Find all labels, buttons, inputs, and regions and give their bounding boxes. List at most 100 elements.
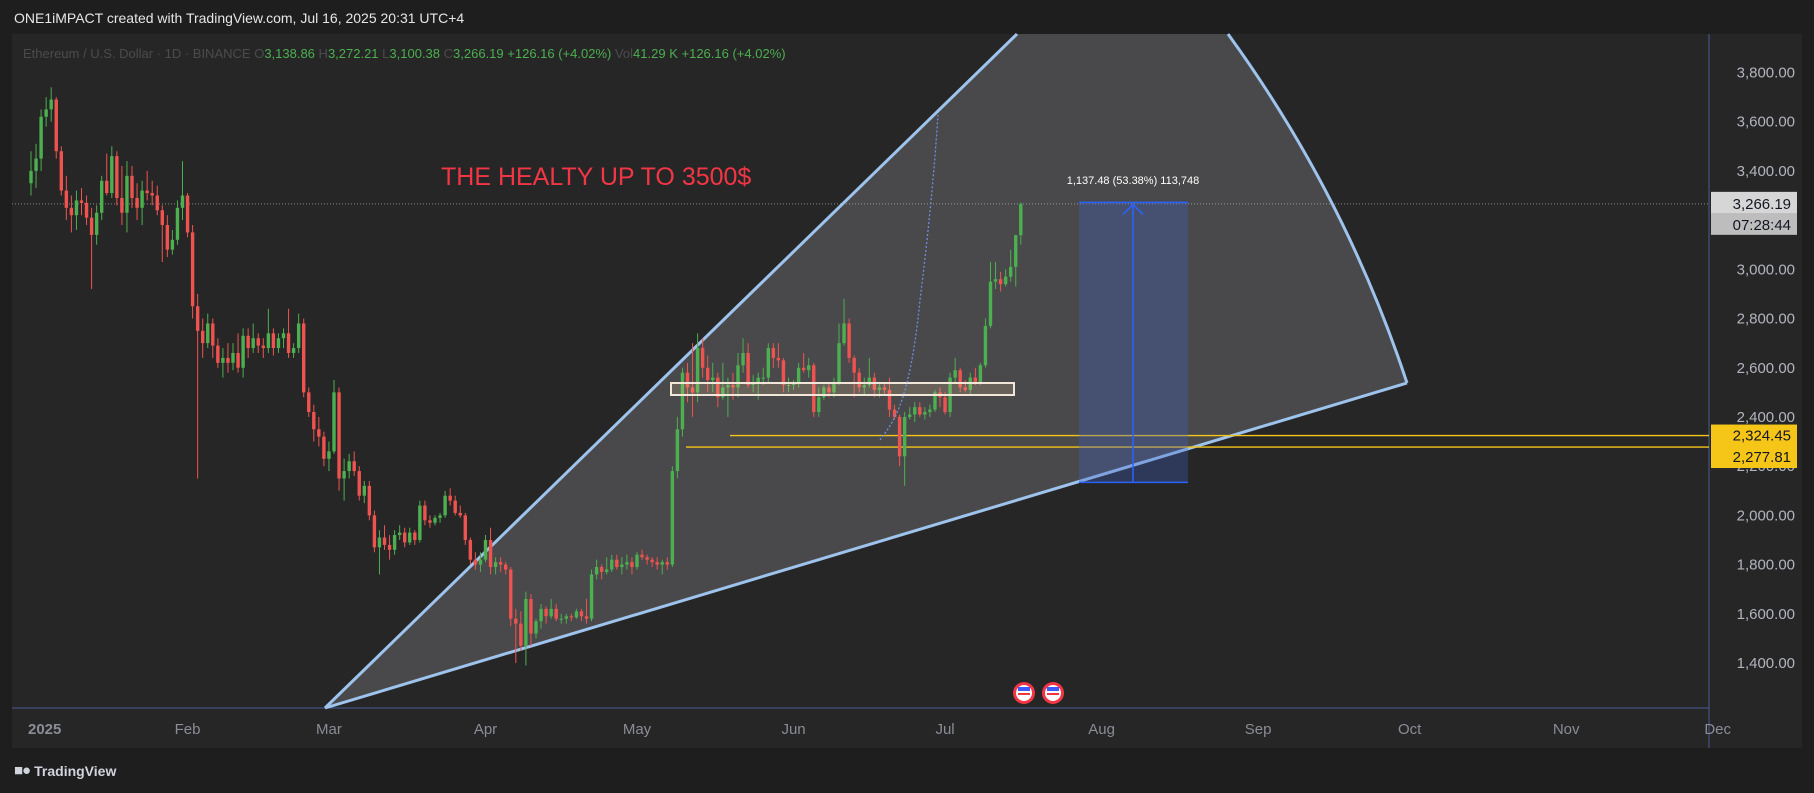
candle-body (342, 471, 346, 479)
price-tick-label: 2,600.00 (1737, 360, 1795, 377)
economic-events[interactable] (1013, 682, 1064, 704)
candle (428, 515, 432, 528)
candle-body (801, 367, 806, 371)
candle (256, 333, 260, 353)
overlay-drawings[interactable]: THE HEALTY UP TO 3500$ (441, 114, 1015, 441)
time-axis[interactable]: 2025 Feb Mar Apr May Jun Jul Aug Sep Oct Nov Dec (28, 721, 1732, 738)
candle-body (746, 352, 750, 385)
us-event-flag-icon[interactable] (1013, 682, 1035, 704)
candle-body (84, 202, 89, 218)
candle (630, 557, 634, 575)
candle (822, 384, 826, 400)
candle (307, 387, 311, 417)
candle-body (266, 333, 271, 349)
candle (594, 559, 599, 580)
candle-body (579, 611, 584, 617)
candle-body (675, 429, 680, 472)
range-box[interactable] (670, 382, 1015, 396)
candle (251, 323, 255, 353)
candle-body (771, 348, 776, 358)
symbol-description[interactable]: Ethereum / U.S. Dollar · 1D · BINANCE (23, 46, 251, 61)
wedge-lower-line[interactable] (324, 381, 1408, 710)
candle (39, 109, 43, 171)
candle (44, 97, 48, 127)
candle-body (54, 99, 58, 152)
candle (690, 343, 695, 417)
candle (610, 554, 614, 572)
time-label: Mar (316, 721, 342, 738)
candle-body (963, 387, 967, 390)
wedge-upper-line[interactable] (323, 32, 1019, 710)
candle-body (221, 357, 225, 363)
candle-body (120, 197, 124, 213)
candle-body (408, 532, 412, 543)
attribution-bar: ONE1iMPACT created with TradingView.com,… (0, 0, 1814, 34)
candle (544, 606, 548, 624)
tradingview-logo[interactable]: ■● TradingView (14, 762, 116, 779)
candle (700, 338, 705, 378)
candle (79, 188, 84, 216)
candle-body (857, 372, 861, 388)
wedge-drawing[interactable] (323, 32, 1409, 710)
candle-body (721, 387, 725, 398)
candle-body (645, 557, 649, 560)
candle-body (781, 360, 786, 385)
candle-body (731, 384, 735, 388)
candle-body (640, 554, 644, 558)
candle-body (514, 618, 518, 624)
headline-annotation[interactable]: THE HEALTY UP TO 3500$ (441, 163, 751, 191)
candle (635, 552, 639, 570)
candle (190, 225, 195, 319)
price-tick-label: 3,400.00 (1737, 163, 1795, 180)
candle-body (423, 505, 427, 521)
candle-body (998, 279, 1003, 285)
candle-body (685, 372, 690, 388)
candle-body (554, 608, 558, 619)
candle-body (443, 495, 447, 516)
candle (812, 362, 816, 417)
candle (584, 599, 589, 624)
candle (933, 389, 937, 413)
candle (418, 500, 422, 543)
candle (261, 338, 265, 358)
chart-panel[interactable] (12, 34, 1802, 748)
candle-body (908, 414, 912, 417)
candle (655, 557, 659, 570)
candle (862, 377, 866, 395)
candle (448, 488, 452, 506)
projection-curve[interactable] (879, 114, 939, 441)
candle (589, 569, 594, 622)
candle (423, 500, 427, 526)
support-levels[interactable] (686, 434, 1709, 448)
candle (928, 404, 932, 417)
candle-body (635, 554, 639, 568)
candle (660, 559, 664, 575)
attribution-text: ONE1iMPACT created with TradingView.com,… (14, 10, 465, 26)
candle (392, 530, 397, 555)
candle (882, 382, 887, 395)
candle (847, 318, 851, 363)
time-label: Dec (1704, 721, 1731, 738)
candle (115, 151, 119, 206)
low-value: 3,100.38 (389, 46, 441, 61)
candle-body (357, 471, 361, 496)
candle (887, 377, 892, 417)
candle-body (706, 367, 710, 381)
candle-body (382, 537, 387, 545)
candle-body (1014, 235, 1018, 267)
candle-body (877, 387, 882, 390)
candle (135, 183, 139, 221)
candle (337, 387, 341, 491)
price-range-measure[interactable]: 1,137.48 (53.38%) 113,748 (1067, 175, 1200, 484)
candle-body (892, 409, 897, 417)
candle (579, 608, 584, 622)
price-axis[interactable]: 3,800.003,600.003,400.003,200.003,000.00… (1737, 65, 1795, 673)
wedge-arc[interactable] (1226, 33, 1409, 384)
event-flag-canton (1047, 687, 1059, 691)
candle-body (610, 559, 614, 570)
candle-body (226, 357, 230, 363)
us-event-flag-icon[interactable] (1042, 682, 1064, 704)
candle (317, 416, 321, 447)
low-label: L (382, 46, 390, 61)
